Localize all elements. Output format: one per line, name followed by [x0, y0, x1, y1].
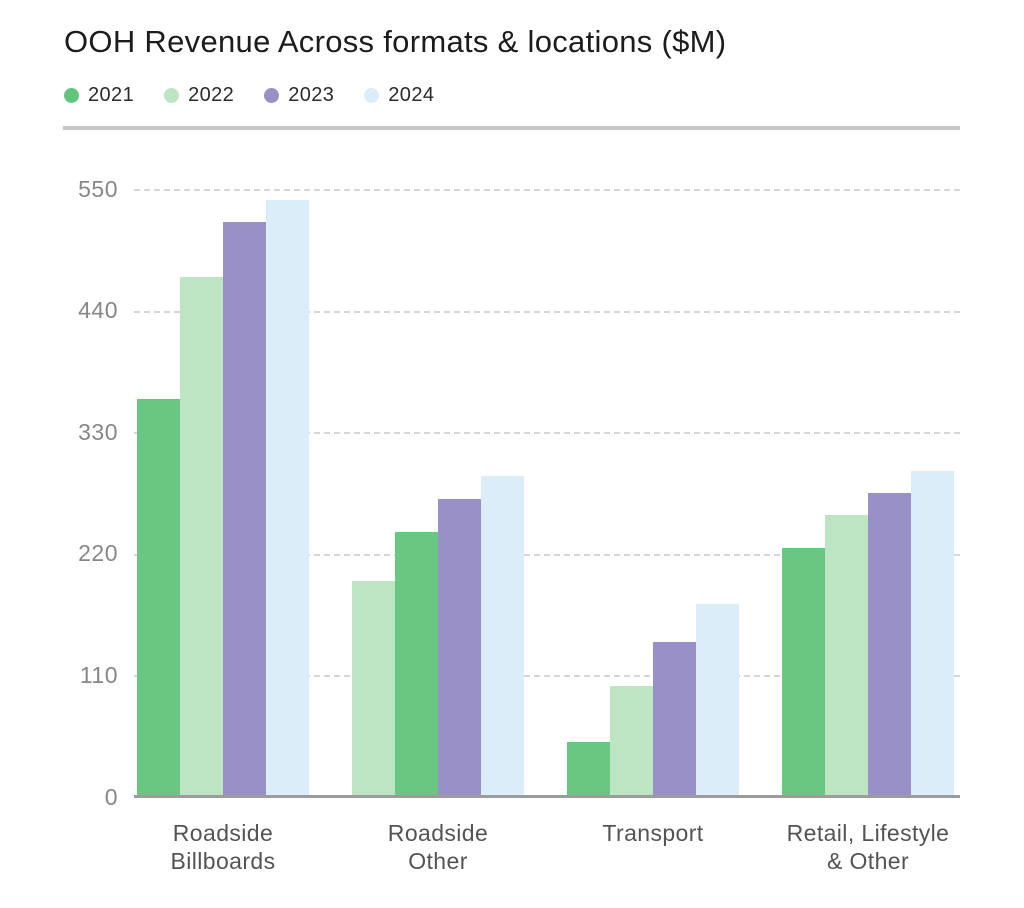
- legend-label-2024: 2024: [388, 84, 435, 106]
- y-tick-label-550: 550: [78, 175, 118, 202]
- legend-swatch-2021-icon: [64, 88, 79, 103]
- legend-swatch-2023-icon: [264, 88, 280, 103]
- legend-swatch-2024-icon: [364, 88, 380, 103]
- legend-label-2021: 2021: [88, 84, 135, 106]
- gridline-550: [134, 189, 960, 191]
- bar-roadside-billboards-2022: [180, 277, 223, 797]
- y-tick-label-220: 220: [78, 540, 118, 567]
- legend-label-2022: 2022: [188, 84, 235, 106]
- bar-retail-lifestyle-other-2024: [911, 471, 954, 797]
- y-tick-label-330: 330: [78, 418, 118, 445]
- legend-item-2023: 2023: [264, 84, 334, 107]
- legend-label-2023: 2023: [288, 84, 335, 106]
- bar-transport-2022: [610, 686, 653, 797]
- legend-item-2024: 2024: [364, 84, 434, 107]
- x-category-label-roadside-other: Roadside Other: [387, 820, 489, 874]
- bar-retail-lifestyle-other-2023: [868, 493, 911, 797]
- gridline-110: [134, 675, 960, 678]
- bar-roadside-other-2024: [481, 476, 524, 797]
- plot-area: [134, 189, 960, 798]
- gridline-440: [134, 310, 960, 313]
- y-tick-label-110: 110: [79, 661, 118, 688]
- legend: 2021 2022 2023 2024: [64, 84, 434, 107]
- bar-roadside-billboards-2023: [223, 222, 266, 797]
- bar-roadside-other-2022: [352, 581, 395, 797]
- bar-retail-lifestyle-other-2022: [825, 515, 868, 797]
- bar-roadside-billboards-2021: [137, 399, 180, 797]
- y-tick-label-440: 440: [78, 297, 118, 324]
- legend-item-2021: 2021: [64, 84, 134, 107]
- x-axis-line: [134, 795, 960, 798]
- chart-title: OOH Revenue Across formats & locations (…: [64, 24, 727, 59]
- bar-transport-2021: [567, 742, 610, 797]
- x-category-label-roadside-billboards: Roadside Billboards: [170, 820, 276, 874]
- bar-roadside-other-2023: [438, 499, 481, 797]
- header-separator-line: [63, 126, 960, 130]
- bar-retail-lifestyle-other-2021: [782, 548, 825, 797]
- y-tick-label-0: 0: [104, 783, 118, 810]
- legend-swatch-2022-icon: [164, 88, 180, 103]
- x-category-label-retail-lifestyle-other: Retail, Lifestyle & Other: [786, 820, 950, 874]
- legend-item-2022: 2022: [164, 84, 234, 107]
- bar-transport-2023: [653, 642, 696, 797]
- x-category-label-transport: Transport: [602, 820, 704, 846]
- bar-roadside-other-2021: [395, 532, 438, 797]
- bar-transport-2024: [696, 604, 739, 797]
- bar-roadside-billboards-2024: [266, 200, 309, 797]
- gridline-220: [134, 553, 960, 556]
- gridline-330: [134, 432, 960, 435]
